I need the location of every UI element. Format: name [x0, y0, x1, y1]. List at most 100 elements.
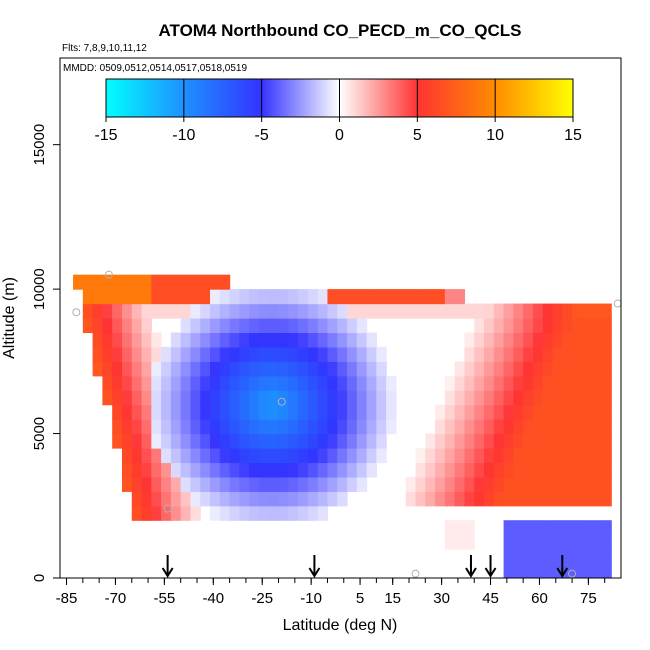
heatmap-cell	[131, 390, 143, 406]
heatmap-cell	[513, 563, 524, 578]
heatmap-cell	[102, 289, 113, 305]
heatmap-cell	[161, 404, 172, 420]
heatmap-cell	[112, 361, 123, 377]
heatmap-cell	[288, 505, 299, 521]
heatmap-cell	[131, 476, 143, 492]
heatmap-cell	[161, 433, 172, 449]
heatmap-cell	[347, 390, 358, 406]
heatmap-cell	[268, 491, 280, 507]
heatmap-cell	[386, 404, 397, 420]
heatmap-cell	[503, 332, 514, 348]
heatmap-cell	[210, 375, 221, 391]
heatmap-cell	[327, 491, 338, 507]
heatmap-cell	[112, 274, 123, 290]
heatmap-cell	[513, 433, 524, 449]
heatmap-cell	[239, 491, 250, 507]
heatmap-cell	[356, 303, 368, 319]
heatmap-cell	[347, 476, 358, 492]
x-tick-label: -40	[202, 590, 224, 607]
heatmap-cell	[298, 303, 309, 319]
heatmap-cell	[503, 318, 514, 334]
heatmap-cell	[317, 491, 329, 507]
heatmap-cell	[307, 346, 319, 362]
heatmap-cell	[200, 332, 211, 348]
heatmap-cell	[532, 462, 544, 478]
heatmap-cell	[298, 433, 309, 449]
heatmap-cell	[572, 549, 583, 565]
heatmap-cell	[464, 534, 475, 550]
heatmap-cell	[219, 303, 231, 319]
plot-frame	[59, 57, 622, 579]
heatmap-cell	[278, 462, 289, 478]
heatmap-cell	[337, 318, 348, 334]
heatmap-cell	[200, 491, 211, 507]
heatmap-cell	[542, 433, 554, 449]
heatmap-cell	[151, 433, 162, 449]
heatmap-cell	[415, 303, 426, 319]
circle-marker	[613, 299, 622, 308]
heatmap-cell	[288, 332, 299, 348]
heatmap-cell	[474, 318, 485, 334]
heatmap-cell	[249, 390, 260, 406]
heatmap-cell	[572, 433, 583, 449]
heatmap-cell	[131, 274, 143, 290]
heatmap-cell	[288, 433, 299, 449]
heatmap-cell	[581, 549, 593, 565]
heatmap-cell	[542, 404, 554, 420]
heatmap-cell	[219, 404, 231, 420]
circle-marker	[277, 397, 286, 406]
colorbar-tick-label: -15	[94, 127, 117, 144]
heatmap-cell	[356, 462, 368, 478]
heatmap-cell	[591, 404, 603, 420]
heatmap-cell	[444, 462, 456, 478]
heatmap-cell	[102, 332, 113, 348]
heatmap-cell	[513, 303, 524, 319]
heatmap-cell	[258, 419, 270, 435]
heatmap-cell	[542, 303, 554, 319]
heatmap-cell	[210, 390, 221, 406]
heatmap-cell	[151, 404, 162, 420]
heatmap-cell	[513, 361, 524, 377]
heatmap-cell	[454, 303, 466, 319]
heatmap-cell	[523, 491, 534, 507]
heatmap-cell	[92, 303, 104, 319]
heatmap-cell	[562, 491, 573, 507]
x-tick-label: -85	[56, 590, 78, 607]
heatmap-cell	[474, 390, 485, 406]
heatmap-cell	[170, 390, 182, 406]
heatmap-cell	[366, 289, 377, 305]
heatmap-cell	[92, 289, 104, 305]
heatmap-cell	[503, 534, 514, 550]
heatmap-cell	[180, 303, 192, 319]
heatmap-cell	[435, 289, 446, 305]
heatmap-cell	[523, 361, 534, 377]
heatmap-cell	[464, 433, 475, 449]
heatmap-cell	[366, 303, 377, 319]
heatmap-cell	[268, 318, 280, 334]
heatmap-cell	[376, 419, 387, 435]
heatmap-cell	[454, 534, 466, 550]
heatmap-cell	[484, 375, 495, 391]
heatmap-cell	[532, 534, 544, 550]
heatmap-cell	[258, 289, 270, 305]
heatmap-cell	[591, 361, 603, 377]
heatmap-cell	[249, 462, 260, 478]
heatmap-cell	[366, 404, 377, 420]
x-tick-label: -55	[154, 590, 176, 607]
heatmap-cell	[386, 375, 397, 391]
heatmap-cell	[591, 520, 603, 536]
heatmap-cell	[484, 433, 495, 449]
heatmap-cell	[131, 332, 143, 348]
heatmap-cell	[513, 390, 524, 406]
heatmap-cell	[317, 303, 329, 319]
heatmap-cell	[288, 404, 299, 420]
x-tick-label: -25	[251, 590, 273, 607]
heatmap-cell	[268, 303, 280, 319]
heatmap-cell	[288, 476, 299, 492]
heatmap-cell	[141, 419, 152, 435]
heatmap-cell	[141, 462, 152, 478]
x-tick-label: 45	[482, 590, 499, 607]
heatmap-cell	[141, 448, 152, 464]
heatmap-cell	[180, 346, 192, 362]
